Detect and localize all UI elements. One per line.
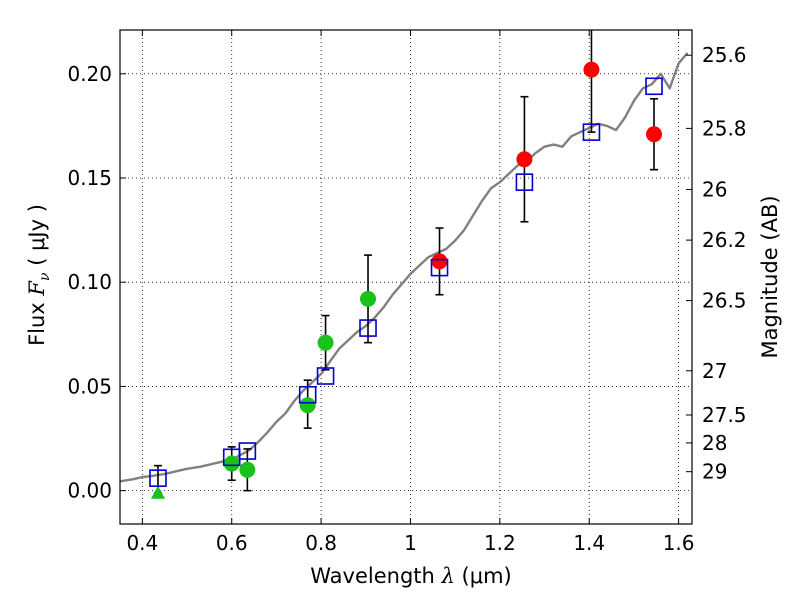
x-tick-label: 1 [404,531,417,555]
y-tick-label: 0.00 [67,479,112,503]
x-tick-label: 0.8 [305,531,337,555]
red-data-point [431,253,448,270]
green-data-point [299,397,316,414]
y2-tick-label: 26.5 [702,289,747,313]
y-axis-title: Flux Fν ( μJy ) [25,204,53,346]
axis-ticks: 0.4 0.6 0.8 1 1.2 1.4 1.6 0.00 0.05 0.10 0.15 0.20 2… [67,30,747,555]
y2-axis-title: Magnitude (AB) [758,195,782,358]
y-axis-subscript: ν [37,272,53,281]
x-tick-label: 1.2 [484,531,516,555]
y-axis-unit: ( μJy ) [25,204,49,266]
y-axis-symbol: F [25,280,49,297]
x-tick-label: 1.6 [663,531,695,555]
y-tick-label: 0.20 [67,62,112,86]
green-data-point [317,334,334,351]
y2-tick-label: 27 [702,359,727,383]
x-axis-symbol: λ [441,564,455,588]
y-axis-label: Flux [25,302,49,346]
y2-tick-label: 28 [702,431,727,455]
y2-tick-label: 25.6 [702,43,747,67]
model-square-marker [582,123,601,141]
model-square-marker [359,319,377,337]
y2-tick-label: 26 [702,177,727,201]
upper-limit-marker [150,485,165,499]
model-square-marker [149,469,167,487]
x-axis-unit: (μm) [462,564,512,588]
model-square-marker [645,77,663,96]
red-data-point [646,126,663,143]
x-axis-label: Wavelength [310,564,435,588]
y2-tick-label: 27.5 [702,403,747,427]
green-data-point [239,461,256,478]
plot-data [120,30,689,499]
y-tick-label: 0.10 [67,270,112,294]
x-tick-label: 0.6 [216,531,248,555]
x-tick-label: 1.4 [573,531,605,555]
y2-tick-label: 25.8 [702,116,747,140]
model-square-marker [316,367,335,385]
green-data-point [223,455,240,472]
x-axis-title: Wavelength λ (μm) [310,564,511,588]
red-data-point [516,151,533,168]
y2-tick-label: 29 [702,460,727,484]
model-square-marker [238,442,257,460]
red-data-point [583,61,600,78]
model-square-marker [430,258,449,277]
y-tick-label: 0.05 [67,374,112,398]
x-tick-label: 0.4 [126,531,158,555]
model-square-marker [298,385,317,404]
y-tick-label: 0.15 [67,166,112,190]
model-square-marker [515,173,534,191]
y2-tick-label: 26.2 [702,228,747,252]
green-data-point [360,290,377,307]
plot-frame [119,29,693,525]
